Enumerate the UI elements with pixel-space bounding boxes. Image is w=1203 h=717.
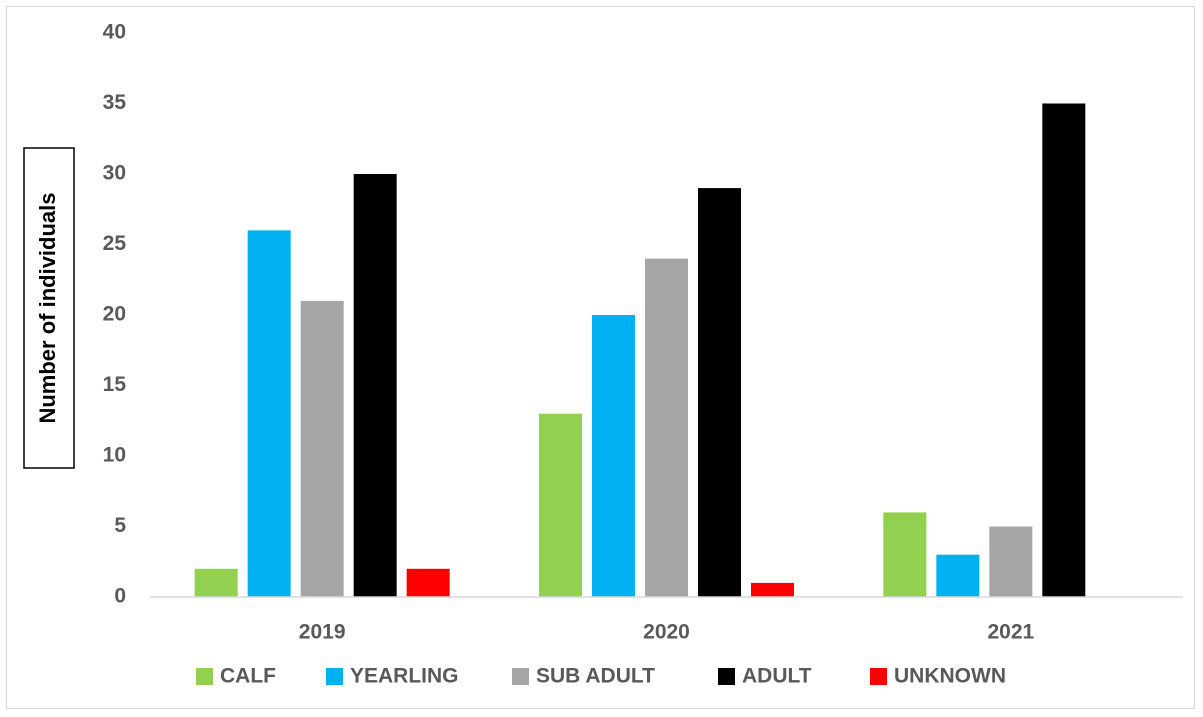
bar xyxy=(751,582,794,597)
bar xyxy=(989,526,1033,597)
bar xyxy=(883,512,927,597)
bar xyxy=(645,258,688,597)
legend: CALF YEARLING SUB ADULT ADULT UNKNOWN xyxy=(196,665,1006,688)
y-axis-label-frame xyxy=(23,147,75,469)
legend-label: YEARLING xyxy=(350,665,459,688)
bar xyxy=(936,554,980,597)
y-axis-label: Number of individuals xyxy=(35,192,60,423)
y-tick-label: 20 xyxy=(103,303,126,326)
legend-label: CALF xyxy=(220,665,276,688)
bar xyxy=(406,568,450,597)
bars xyxy=(194,103,1086,597)
bar xyxy=(1042,103,1086,597)
y-tick-label: 35 xyxy=(103,91,127,114)
y-axis-ticks: 0 5 10 15 20 25 30 35 40 xyxy=(103,21,127,608)
x-category-label: 2020 xyxy=(643,621,690,644)
x-category-label: 2019 xyxy=(299,621,346,644)
bar xyxy=(698,188,741,597)
legend-label: SUB ADULT xyxy=(536,665,655,688)
bar xyxy=(353,174,397,597)
x-category-label: 2021 xyxy=(987,621,1034,644)
bar xyxy=(194,568,238,597)
bar xyxy=(247,230,291,597)
bar xyxy=(592,315,635,597)
bar xyxy=(539,413,582,597)
legend-swatch xyxy=(512,668,529,685)
legend-swatch xyxy=(196,668,213,685)
bar xyxy=(300,300,344,597)
y-tick-label: 25 xyxy=(103,232,127,255)
y-tick-label: 10 xyxy=(103,444,126,467)
legend-label: ADULT xyxy=(742,665,812,688)
y-tick-label: 30 xyxy=(103,162,126,185)
y-tick-label: 0 xyxy=(114,585,126,608)
y-tick-label: 15 xyxy=(103,373,127,396)
x-axis-categories: 2019 2020 2021 xyxy=(299,621,1035,644)
legend-swatch xyxy=(718,668,735,685)
legend-label: UNKNOWN xyxy=(894,665,1006,688)
legend-swatch xyxy=(326,668,343,685)
legend-swatch xyxy=(870,668,887,685)
y-tick-label: 40 xyxy=(103,21,126,44)
y-tick-label: 5 xyxy=(114,514,126,537)
y-axis-label-box: Number of individuals xyxy=(23,147,75,469)
